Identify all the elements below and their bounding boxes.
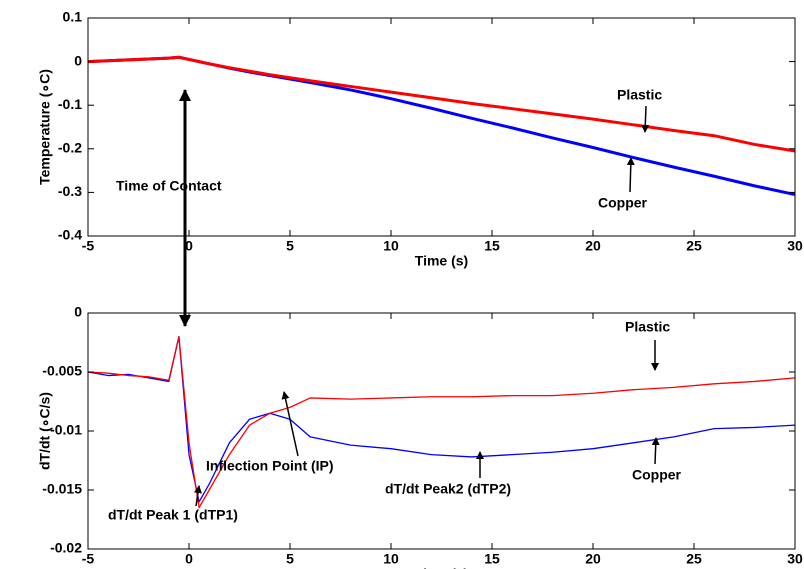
x-tick-label: 20 (585, 551, 601, 567)
y-tick-label: 0 (74, 304, 82, 320)
x-tick-label: -5 (82, 238, 95, 254)
y-tick-label: -0.1 (58, 96, 82, 112)
data-line (87, 55, 796, 153)
x-tick-label: 20 (585, 238, 601, 254)
y-tick-label: -0.02 (50, 540, 82, 556)
x-tick-label: 0 (185, 238, 193, 254)
data-line (87, 55, 796, 197)
annotation: dT/dt Peak2 (dTP2) (385, 481, 511, 497)
x-axis-label: Time (s) (415, 566, 468, 569)
x-tick-label: 25 (686, 238, 702, 254)
arrow (194, 485, 202, 507)
x-tick-label: 10 (383, 238, 399, 254)
arrow (626, 157, 635, 193)
x-tick-label: 0 (185, 551, 193, 567)
x-tick-label: 30 (787, 551, 803, 567)
arrow (641, 105, 650, 133)
x-tick-label: 25 (686, 551, 702, 567)
x-tick-label: 30 (787, 238, 803, 254)
axes-box (87, 17, 796, 237)
annotation: Plastic (617, 87, 662, 103)
x-tick-label: 10 (383, 551, 399, 567)
y-tick-label: -0.015 (42, 481, 82, 497)
annotation: Inflection Point (IP) (206, 458, 334, 474)
x-tick-label: 5 (286, 551, 294, 567)
y-tick-label: -0.4 (58, 227, 82, 243)
annotation: Copper (598, 195, 648, 211)
annotation: Copper (632, 467, 682, 483)
x-axis-label: Time (s) (415, 253, 468, 269)
x-tick-label: 15 (484, 551, 500, 567)
y-tick-label: -0.2 (58, 140, 82, 156)
arrow (281, 391, 299, 457)
y-tick-label: -0.01 (50, 422, 82, 438)
x-tick-label: 15 (484, 238, 500, 254)
x-tick-label: 5 (286, 238, 294, 254)
annotation: Plastic (625, 319, 670, 335)
arrow (651, 437, 660, 465)
x-tick-label: -5 (82, 551, 95, 567)
y-tick-label: -0.005 (42, 363, 82, 379)
y-tick-label: -0.3 (58, 183, 82, 199)
y-tick-label: 0.1 (63, 9, 83, 25)
data-line (87, 335, 796, 509)
annotation: dT/dt Peak 1 (dTP1) (108, 507, 238, 523)
y-axis-label: Temperature (∘C) (37, 69, 53, 185)
annotation: Time of Contact (116, 178, 222, 194)
y-tick-label: 0 (74, 52, 82, 68)
y-axis-label: dT/dt (∘C/s) (37, 392, 53, 470)
